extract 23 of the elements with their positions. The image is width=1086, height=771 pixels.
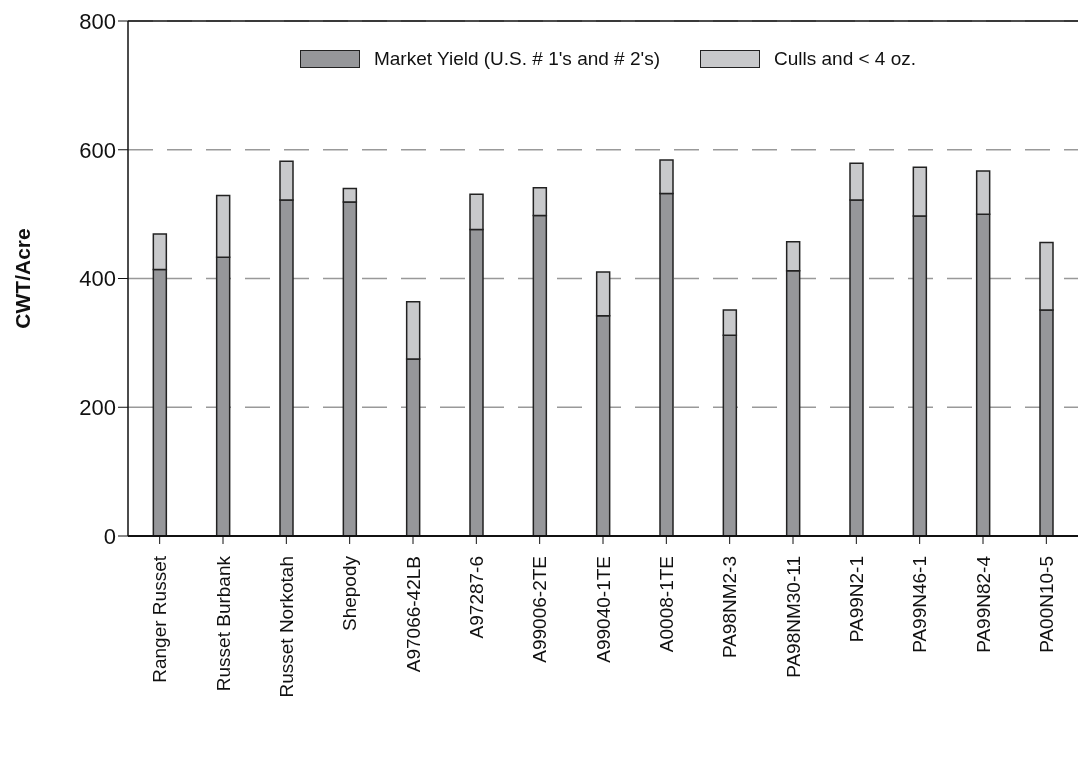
x-tick-label: PA99N82-4	[972, 555, 994, 653]
x-tick-label: PA98NM2-3	[719, 556, 741, 659]
x-tick-label: PA99N46-1	[909, 556, 931, 653]
x-tick-label: Russet Norkotah	[275, 556, 297, 698]
x-tick-label: PA98NM30-11	[782, 556, 804, 678]
x-tick-label: A0008-1TE	[655, 556, 677, 653]
y-tick-label: 600	[79, 137, 116, 163]
y-tick-label: 200	[79, 395, 116, 421]
legend-label: Market Yield (U.S. # 1's and # 2's)	[373, 48, 660, 70]
x-tick-label: PA00N10-5	[1035, 556, 1057, 653]
x-tick-label: A97287-6	[465, 556, 487, 639]
legend-label: Culls and < 4 oz.	[774, 48, 917, 70]
x-tick-label: A99040-1TE	[592, 556, 614, 663]
y-tick-label: 400	[79, 266, 116, 292]
y-tick-label: 0	[103, 523, 116, 549]
y-tick-label: 800	[79, 8, 116, 34]
x-tick-label: Ranger Russet	[149, 555, 171, 683]
x-tick-label: Shepody	[339, 555, 361, 632]
x-tick-label: A99006-2TE	[529, 556, 551, 663]
y-axis-title: CWT/Acre	[11, 228, 35, 329]
x-tick-label: A97066-42LB	[402, 556, 424, 673]
x-tick-label: PA99N2-1	[845, 556, 867, 643]
x-tick-label: Russet Burbank	[212, 555, 234, 692]
